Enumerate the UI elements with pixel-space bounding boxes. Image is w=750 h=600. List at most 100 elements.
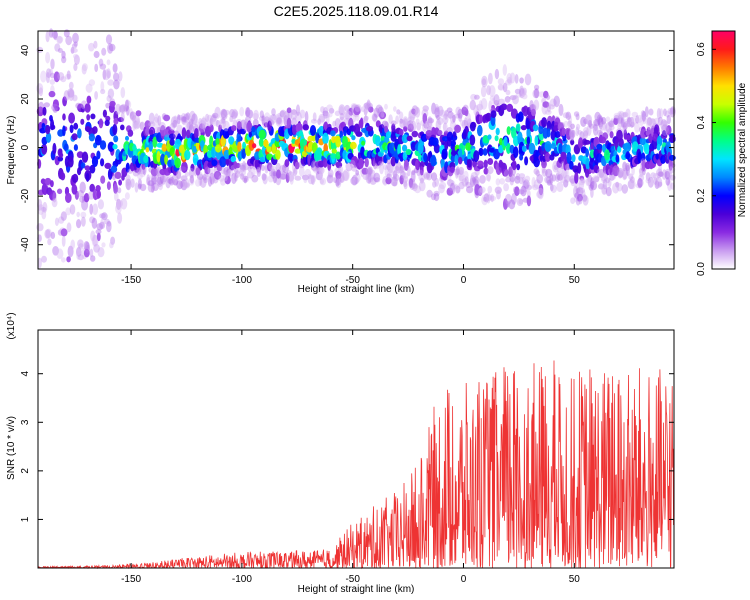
spectrogram-cell (463, 104, 469, 111)
spectrogram-cell (353, 106, 361, 116)
spectrogram-cell (384, 103, 388, 110)
spectrogram-cell (85, 241, 90, 254)
spectrogram-cell (143, 126, 150, 137)
spectrogram-cell (203, 177, 208, 184)
spectrogram-cell (338, 166, 344, 174)
spectrogram-cell (113, 183, 118, 194)
spectrogram-cell (77, 167, 82, 176)
spectrogram-cell (350, 141, 357, 150)
spectrogram-cell (575, 182, 581, 193)
spectrogram-cell (528, 142, 536, 155)
spectrogram-cell (613, 117, 619, 126)
spectrogram-cell (488, 100, 493, 112)
spectrogram-cell (106, 95, 112, 102)
spectrogram-cell (176, 180, 183, 190)
spectrogram-cell (241, 175, 249, 183)
spectrogram-cell (118, 71, 123, 82)
colorbar-label: Normalized spectral amplitude (737, 82, 748, 217)
spectrogram-cell (326, 104, 333, 112)
spectrogram-cell (102, 69, 107, 80)
spectrogram-cell (464, 117, 468, 128)
spectrogram-cell (295, 104, 301, 116)
spectrogram-cell (294, 111, 302, 124)
spectrogram-cell (431, 172, 438, 182)
spectrogram-cell (617, 114, 623, 124)
spectrogram-cell (664, 168, 672, 180)
spectrogram-cell (93, 243, 100, 253)
spectrogram-cell (532, 89, 540, 99)
spectrogram-cell (609, 125, 615, 131)
spectrogram-cell (41, 209, 47, 220)
spectrogram-cell (335, 178, 340, 187)
spectrogram-x-tick-label: -150 (121, 275, 141, 286)
spectrogram-cell (518, 173, 526, 179)
spectrogram-y-ticks: -40 -20 0 20 40 (20, 44, 674, 252)
spectrogram-cell (517, 111, 524, 122)
spectrogram-cell (648, 161, 654, 170)
spectrogram-cell (545, 176, 552, 184)
spectrogram-cell (206, 114, 214, 127)
spectrogram-cell (73, 53, 79, 59)
spectrogram-cell (57, 188, 63, 195)
spectrogram-cell (509, 72, 516, 84)
spectrogram-cell (200, 117, 207, 125)
spectrogram-cell (575, 126, 580, 137)
spectrogram-cell (470, 177, 475, 188)
spectrogram-x-tick-label: 0 (461, 275, 467, 286)
spectrogram-cell (445, 109, 449, 117)
spectrogram-cell (45, 125, 51, 135)
spectrogram-cell (41, 206, 47, 212)
spectrogram-cell (45, 228, 52, 239)
spectrogram-cell (81, 64, 87, 75)
spectrogram-cell (136, 118, 141, 130)
spectrogram-cell (169, 138, 175, 146)
spectrogram-cell (568, 115, 573, 126)
spectrogram-cell (58, 152, 64, 158)
spectrogram-cell (389, 164, 397, 173)
spectrogram-cell (361, 167, 369, 175)
spectrogram-cell (220, 114, 225, 120)
spectrogram-cell (407, 123, 414, 132)
spectrogram-cell (486, 194, 493, 201)
spectrogram-cell (240, 164, 246, 171)
spectrogram-cell (449, 112, 456, 124)
spectrogram-cell (435, 106, 440, 113)
spectrogram-cell (270, 165, 278, 176)
spectrogram-cell (558, 143, 563, 155)
spectrogram-cell (632, 141, 639, 152)
spectrogram-cell (649, 118, 657, 128)
spectrogram-cell (214, 144, 222, 153)
spectrogram-cell (391, 123, 396, 132)
spectrogram-cell (355, 169, 360, 176)
spectrogram-cell (473, 150, 480, 163)
spectrogram-cell (57, 36, 64, 44)
spectrogram-cell (304, 111, 309, 123)
spectrogram-cell (399, 119, 406, 129)
spectrogram-cell (318, 165, 324, 174)
spectrogram-cell (43, 102, 50, 108)
spectrogram-cell (390, 156, 396, 167)
spectrogram-cell (220, 167, 226, 175)
spectrogram-cell (638, 167, 644, 175)
spectrogram-y-tick-label: 20 (20, 93, 31, 105)
spectrogram-cell (560, 151, 567, 160)
spectrogram-cell (85, 83, 93, 93)
spectrogram-cell (261, 115, 266, 126)
spectrogram-cell (106, 70, 111, 79)
spectrogram-cell (469, 121, 476, 132)
spectrogram-cell (587, 119, 593, 128)
spectrogram-y-tick-label: 40 (20, 44, 31, 56)
spectrogram-cell (168, 129, 175, 135)
spectrogram-cell (481, 78, 487, 86)
spectrogram-cell (645, 172, 651, 182)
spectrogram-cell (630, 121, 635, 128)
spectrogram-cell (434, 177, 440, 187)
spectrogram-cell (275, 113, 280, 124)
spectrogram-cell (48, 90, 56, 98)
spectrogram-cell (368, 166, 373, 176)
spectrogram-cell (605, 186, 612, 197)
spectrogram-cell (67, 88, 75, 98)
spectrogram-y-tick-label: 0 (20, 144, 31, 150)
spectrogram-cell (76, 211, 80, 218)
spectrogram-cell (469, 134, 476, 146)
